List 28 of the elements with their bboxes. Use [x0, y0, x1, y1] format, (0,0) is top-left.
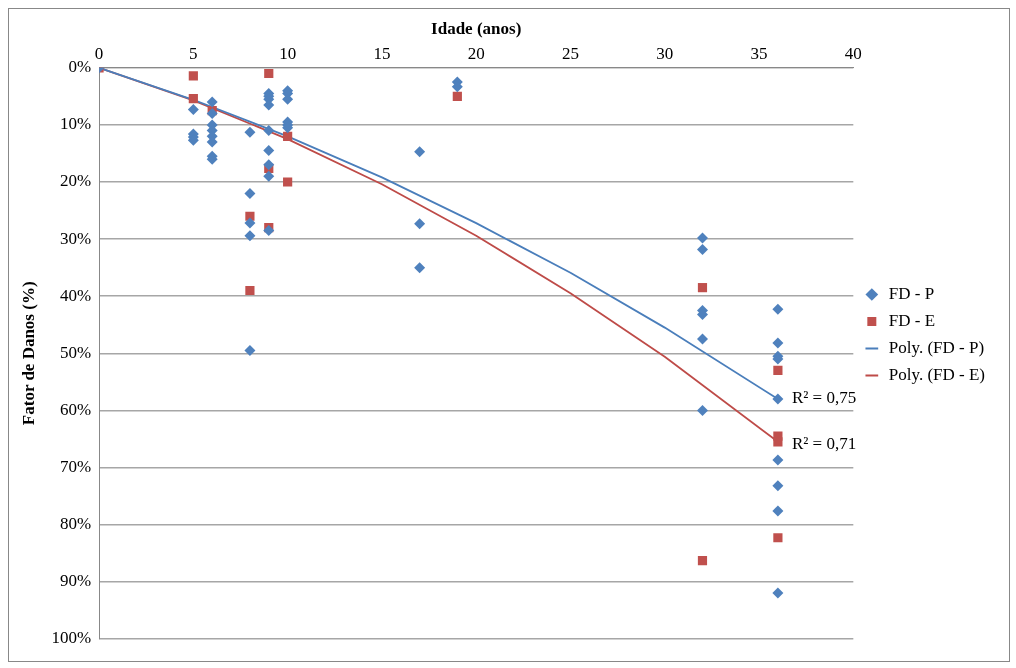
y-tick-label: 70% [59, 456, 92, 476]
y-tick-label: 100% [51, 628, 92, 648]
y-tick-label: 80% [59, 514, 92, 534]
y-tick-label: 0% [68, 57, 92, 77]
legend-label: FD - E [888, 310, 936, 330]
x-tick-label: 35 [750, 44, 768, 64]
x-tick-label: 0 [94, 44, 104, 64]
y-tick-label: 50% [59, 342, 92, 362]
annotation: R² = 0,71 [791, 434, 857, 454]
y-tick-label: 40% [59, 285, 92, 305]
y-tick-label: 20% [59, 171, 92, 191]
x-tick-label: 20 [467, 44, 485, 64]
legend-label: Poly. (FD - E) [888, 364, 986, 384]
y-tick-label: 60% [59, 399, 92, 419]
annotation: R² = 0,75 [791, 388, 857, 408]
y-axis-title: Fator de Danos (%) [18, 281, 38, 426]
legend-label: FD - P [888, 283, 935, 303]
x-tick-label: 25 [561, 44, 579, 64]
x-tick-label: 5 [189, 44, 198, 64]
y-tick-label: 90% [59, 571, 92, 591]
x-tick-label: 15 [373, 44, 391, 64]
x-axis-title: Idade (anos) [431, 18, 522, 38]
x-tick-label: 40 [844, 44, 862, 64]
y-tick-label: 10% [59, 114, 92, 134]
x-tick-label: 10 [279, 44, 297, 64]
x-tick-label: 30 [656, 44, 674, 64]
y-tick-label: 30% [59, 228, 92, 248]
legend-label: Poly. (FD - P) [888, 337, 985, 357]
